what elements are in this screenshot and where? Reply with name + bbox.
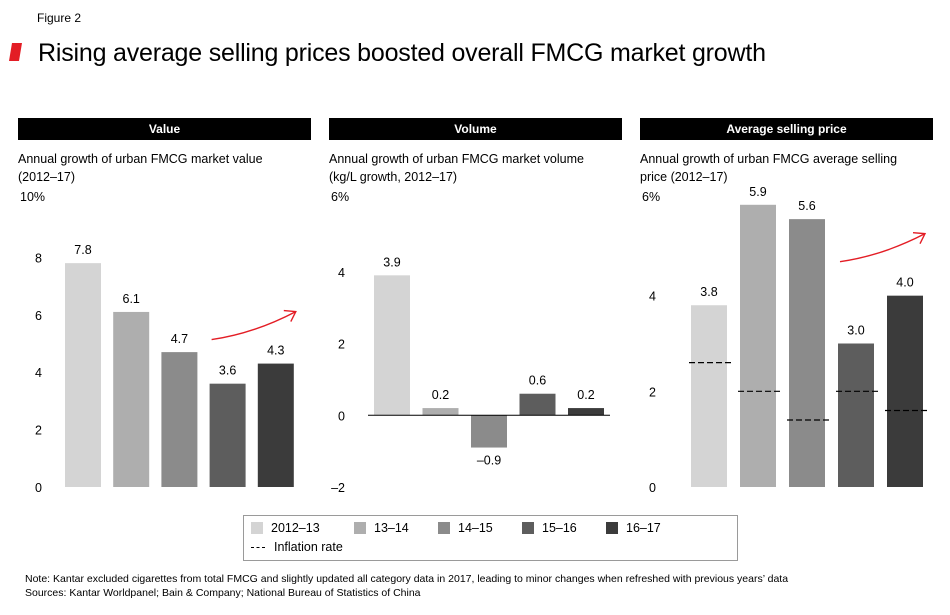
panel-header-asp: Average selling price [640,118,933,140]
legend-label: Inflation rate [274,540,343,554]
data-label: 6.1 [123,292,140,306]
panel-subtitle-line2: price (2012–17) [640,170,728,184]
bar [65,263,101,487]
panel-subtitle-asp: Annual growth of urban FMCG average sell… [640,150,897,186]
dashed-line-icon [251,541,265,553]
legend-label: 16–17 [626,521,661,535]
bar [161,352,198,487]
legend-item-14-15: 14–15 [438,521,493,535]
bar [740,204,776,488]
legend-item-15-16: 15–16 [522,521,577,535]
panel-subtitle-volume: Annual growth of urban FMCG market volum… [329,150,584,186]
legend-label: 2012–13 [271,521,320,535]
panel-subtitle-value: Annual growth of urban FMCG market value… [18,150,263,186]
panel-header-value: Value [18,118,311,140]
bar [113,311,150,487]
trend-arrow-shaft [839,233,926,263]
y-tick-label: 0 [338,409,345,423]
data-label: 5.6 [798,199,815,213]
axis-unit-value: 10% [20,190,46,204]
legend-swatch [522,522,534,534]
bar [568,408,604,416]
trend-arrow-head [912,231,927,244]
data-label: 4.7 [171,332,188,346]
legend-item-2012-13: 2012–13 [251,521,320,535]
legend-item-13-14: 13–14 [354,521,409,535]
legend-item-inflation: Inflation rate [251,540,343,554]
legend-label: 13–14 [374,521,409,535]
legend-item-16-17: 16–17 [606,521,661,535]
legend-swatch [251,522,263,534]
sources: Sources: Kantar Worldpanel; Bain & Compa… [25,587,421,599]
axis-unit-volume: 6% [331,190,350,204]
legend-swatch [354,522,366,534]
y-tick-label: 6 [35,309,42,323]
bar [422,408,459,416]
chart-title: Rising average selling prices boosted ov… [38,39,766,67]
legend-label: 15–16 [542,521,577,535]
panel-subtitle-line2: (2012–17) [18,170,75,184]
data-label: 7.8 [74,243,91,257]
y-tick-label: 0 [649,481,656,495]
panel-subtitle-line1: Annual growth of urban FMCG average sell… [640,152,898,166]
bar [519,393,556,416]
y-tick-label: 2 [35,424,42,438]
axis-unit-asp: 6% [642,190,661,204]
bar [838,343,874,487]
legend-swatch [606,522,618,534]
data-label: 3.9 [383,255,400,269]
data-label: 3.6 [219,364,236,378]
legend-label: 14–15 [458,521,493,535]
bar [789,219,825,487]
y-tick-label: 4 [338,266,345,280]
data-label: 3.8 [700,285,717,299]
panel-subtitle-line1: Annual growth of urban FMCG market value [18,152,263,166]
legend: 2012–13 13–14 14–15 15–16 16–17 Inflatio… [243,515,738,561]
bar [887,295,923,487]
bar [374,275,410,416]
data-label: –0.9 [477,454,501,468]
trend-arrow-head [283,309,297,322]
figure-label: Figure 2 [37,11,82,25]
data-label: 4.3 [267,344,284,358]
bar [471,415,507,448]
panel-subtitle-line1: Annual growth of urban FMCG market volum… [329,152,584,166]
y-tick-label: 4 [649,290,656,304]
y-tick-label: 2 [338,338,345,352]
y-tick-label: –2 [331,481,345,495]
panel-subtitle-line2: (kg/L growth, 2012–17) [329,170,458,184]
legend-swatch [438,522,450,534]
data-label: 4.0 [896,276,913,290]
data-label: 0.2 [577,388,594,402]
data-label: 0.2 [432,388,449,402]
footnote: Note: Kantar excluded cigarettes from to… [25,573,789,585]
y-tick-label: 0 [35,481,42,495]
bar [691,305,727,487]
data-label: 5.9 [749,185,766,199]
bar [209,383,246,487]
title-accent-mark [9,43,22,61]
bar [257,363,294,487]
y-tick-label: 2 [649,385,656,399]
data-label: 0.6 [529,374,546,388]
y-tick-label: 4 [35,366,42,380]
trend-arrow-shaft [211,310,297,341]
y-tick-label: 8 [35,251,42,265]
trend-arrow-icon [211,309,297,341]
trend-arrow-icon [839,231,927,263]
data-label: 3.0 [847,324,864,338]
panel-header-volume: Volume [329,118,622,140]
